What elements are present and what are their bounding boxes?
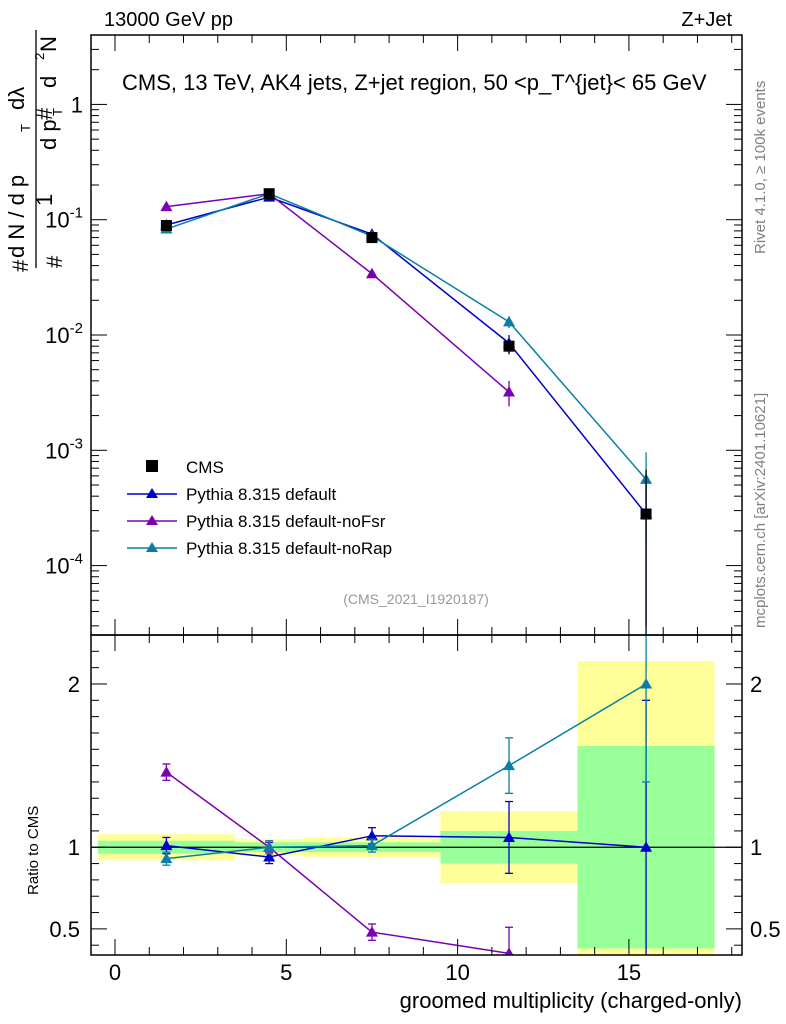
ratio-point-noRap-2 xyxy=(365,839,378,851)
ratio-frame xyxy=(90,634,743,956)
main-line-default xyxy=(166,196,647,515)
legend-cms-label: CMS xyxy=(186,458,224,477)
main-point-cms-1 xyxy=(263,188,275,200)
main-y-axis-label: # d N / d p T dλ 1 # # d p T d 2 N xyxy=(4,30,67,272)
ratio-point-noRap-1 xyxy=(263,841,276,852)
ratio-point-default-1 xyxy=(263,851,276,862)
legend-norap-label: Pythia 8.315 default-noRap xyxy=(186,539,392,558)
legend-cms-marker xyxy=(146,460,158,472)
ratio-point-noFsr-2 xyxy=(365,926,378,937)
chart-title: CMS, 13 TeV, AK4 jets, Z+jet region, 50 … xyxy=(122,70,707,95)
ratio-bands xyxy=(97,661,715,955)
main-point-noFsr-0 xyxy=(160,200,173,212)
ratio-point-default-4 xyxy=(640,841,653,852)
x-tick-label-2: 10 xyxy=(445,960,469,985)
ratio-y-tick-label-left-0: 0.5 xyxy=(49,917,80,942)
main-line-noRap xyxy=(166,192,647,480)
mcplots-label: mcplots.cern.ch [arXiv:2401.10621] xyxy=(752,392,769,628)
svg-text:d: d xyxy=(36,76,61,88)
main-point-noFsr-2 xyxy=(365,267,378,279)
legend-norap-marker xyxy=(146,542,158,552)
ratio-point-noRap-0 xyxy=(160,852,173,864)
svg-text:#: # xyxy=(42,255,67,268)
svg-text:#: # xyxy=(8,259,33,272)
main-y-tick-label-0: 10-4 xyxy=(45,551,83,579)
legend-default-label: Pythia 8.315 default xyxy=(186,485,337,504)
x-tick-label-3: 15 xyxy=(617,960,641,985)
analysis-watermark: (CMS_2021_I1920187) xyxy=(343,591,489,607)
x-axis-label: groomed multiplicity (charged-only) xyxy=(400,988,742,1013)
main-y-tick-label-2: 10-2 xyxy=(45,320,83,348)
main-point-cms-0 xyxy=(160,220,172,232)
ratio-y-axis-label: Ratio to CMS xyxy=(25,806,42,895)
main-point-noFsr-3 xyxy=(503,386,516,397)
ratio-y-tick-label-right-2: 2 xyxy=(750,672,762,697)
ratio-point-noFsr-3 xyxy=(504,947,514,955)
svg-text:T: T xyxy=(50,108,65,116)
svg-text:T: T xyxy=(18,124,33,132)
main-plot-data xyxy=(160,187,653,635)
svg-text:1: 1 xyxy=(32,194,57,206)
ratio-point-noRap-3 xyxy=(503,759,516,771)
ratio-plot-data xyxy=(160,635,653,955)
ratio-line-noFsr xyxy=(165,771,510,955)
ratio-y-tick-label-right-0: 0.5 xyxy=(750,917,781,942)
main-y-tick-label-3: 10-1 xyxy=(45,205,83,233)
ratio-point-noRap-4 xyxy=(640,677,653,689)
ratio-point-default-3 xyxy=(503,831,516,842)
svg-text:2: 2 xyxy=(32,53,47,60)
main-point-noRap-3 xyxy=(503,315,516,327)
x-tick-label-0: 0 xyxy=(109,960,121,985)
legend-default-marker xyxy=(146,488,158,498)
header-right: Z+Jet xyxy=(681,9,732,31)
ratio-y-tick-label-left-2: 2 xyxy=(68,672,80,697)
ratio-y-tick-label-left-1: 1 xyxy=(68,835,80,860)
main-point-cms-2 xyxy=(366,232,378,244)
ratio-point-default-2 xyxy=(365,829,378,841)
ratio-point-noFsr-0 xyxy=(160,766,173,777)
main-y-tick-label-4: 1 xyxy=(71,92,83,117)
legend-nofsr-label: Pythia 8.315 default-noFsr xyxy=(186,512,386,531)
svg-text:d p: d p xyxy=(36,119,61,150)
svg-text:#: # xyxy=(32,107,57,120)
svg-text:dλ: dλ xyxy=(4,87,29,110)
main-y-tick-label-1: 10-3 xyxy=(45,435,83,463)
header-left: 13000 GeV pp xyxy=(104,9,233,31)
svg-text:d N / d p: d N / d p xyxy=(4,175,29,258)
x-tick-label-1: 5 xyxy=(280,960,292,985)
main-point-cms-3 xyxy=(503,340,515,352)
main-line-noFsr xyxy=(166,192,510,393)
axis-ticks: 0 5 10 15 10-4 10-3 10-2 10-1 1 0.5 0.5 1 1 2 2 xyxy=(45,34,781,985)
legend-nofsr-marker xyxy=(146,515,158,525)
ratio-y-tick-label-right-1: 1 xyxy=(750,835,762,860)
svg-text:N: N xyxy=(36,36,61,52)
main-point-cms-4 xyxy=(640,508,652,520)
ratio-point-default-0 xyxy=(160,839,173,851)
rivet-label: Rivet 4.1.0, ≥ 100k events xyxy=(752,80,769,254)
legend: CMS Pythia 8.315 default Pythia 8.315 de… xyxy=(127,458,392,558)
